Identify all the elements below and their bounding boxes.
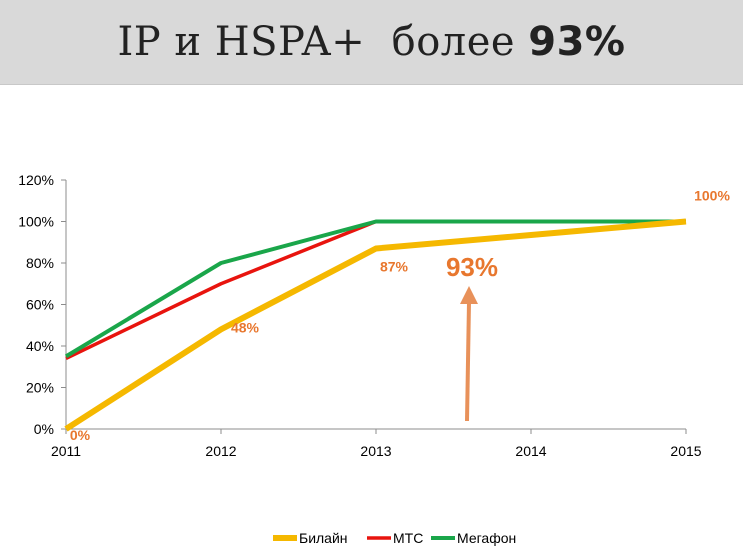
x-tick-label: 2015 [670,443,701,459]
y-tick-label: 20% [26,380,54,396]
data-label-0: 0% [70,427,91,443]
data-label-3: 100% [694,188,730,204]
y-tick-label: 0% [34,421,54,437]
y-tick-label: 60% [26,297,54,313]
series-line-2 [64,219,686,359]
callout-arrow-head [460,286,478,304]
x-tick-label: 2014 [515,443,546,459]
slide-title-bold: 93% [528,19,626,65]
data-label-1: 48% [231,319,260,335]
slide-title: IP и HSPA+ более 93% [117,19,625,65]
series-line-1 [65,219,686,361]
callout-arrow-shaft [465,301,471,422]
legend-label-1: МТС [393,530,423,546]
y-tick-label: 80% [26,255,54,271]
y-tick-label: 100% [18,214,54,230]
slide-title-main: IP и HSPA+ более [117,19,529,65]
legend-label-0: Билайн [299,530,348,546]
callout-label: 93% [446,252,498,282]
x-tick-label: 2013 [360,443,391,459]
x-tick-label: 2012 [205,443,236,459]
y-tick-label: 120% [18,172,54,188]
x-tick-label: 2011 [51,443,81,459]
series-line-0 [64,218,687,432]
legend-label-2: Мегафон [457,530,516,546]
data-label-2: 87% [380,258,409,274]
y-tick-label: 40% [26,338,54,354]
title-bar: IP и HSPA+ более 93% [0,0,743,85]
